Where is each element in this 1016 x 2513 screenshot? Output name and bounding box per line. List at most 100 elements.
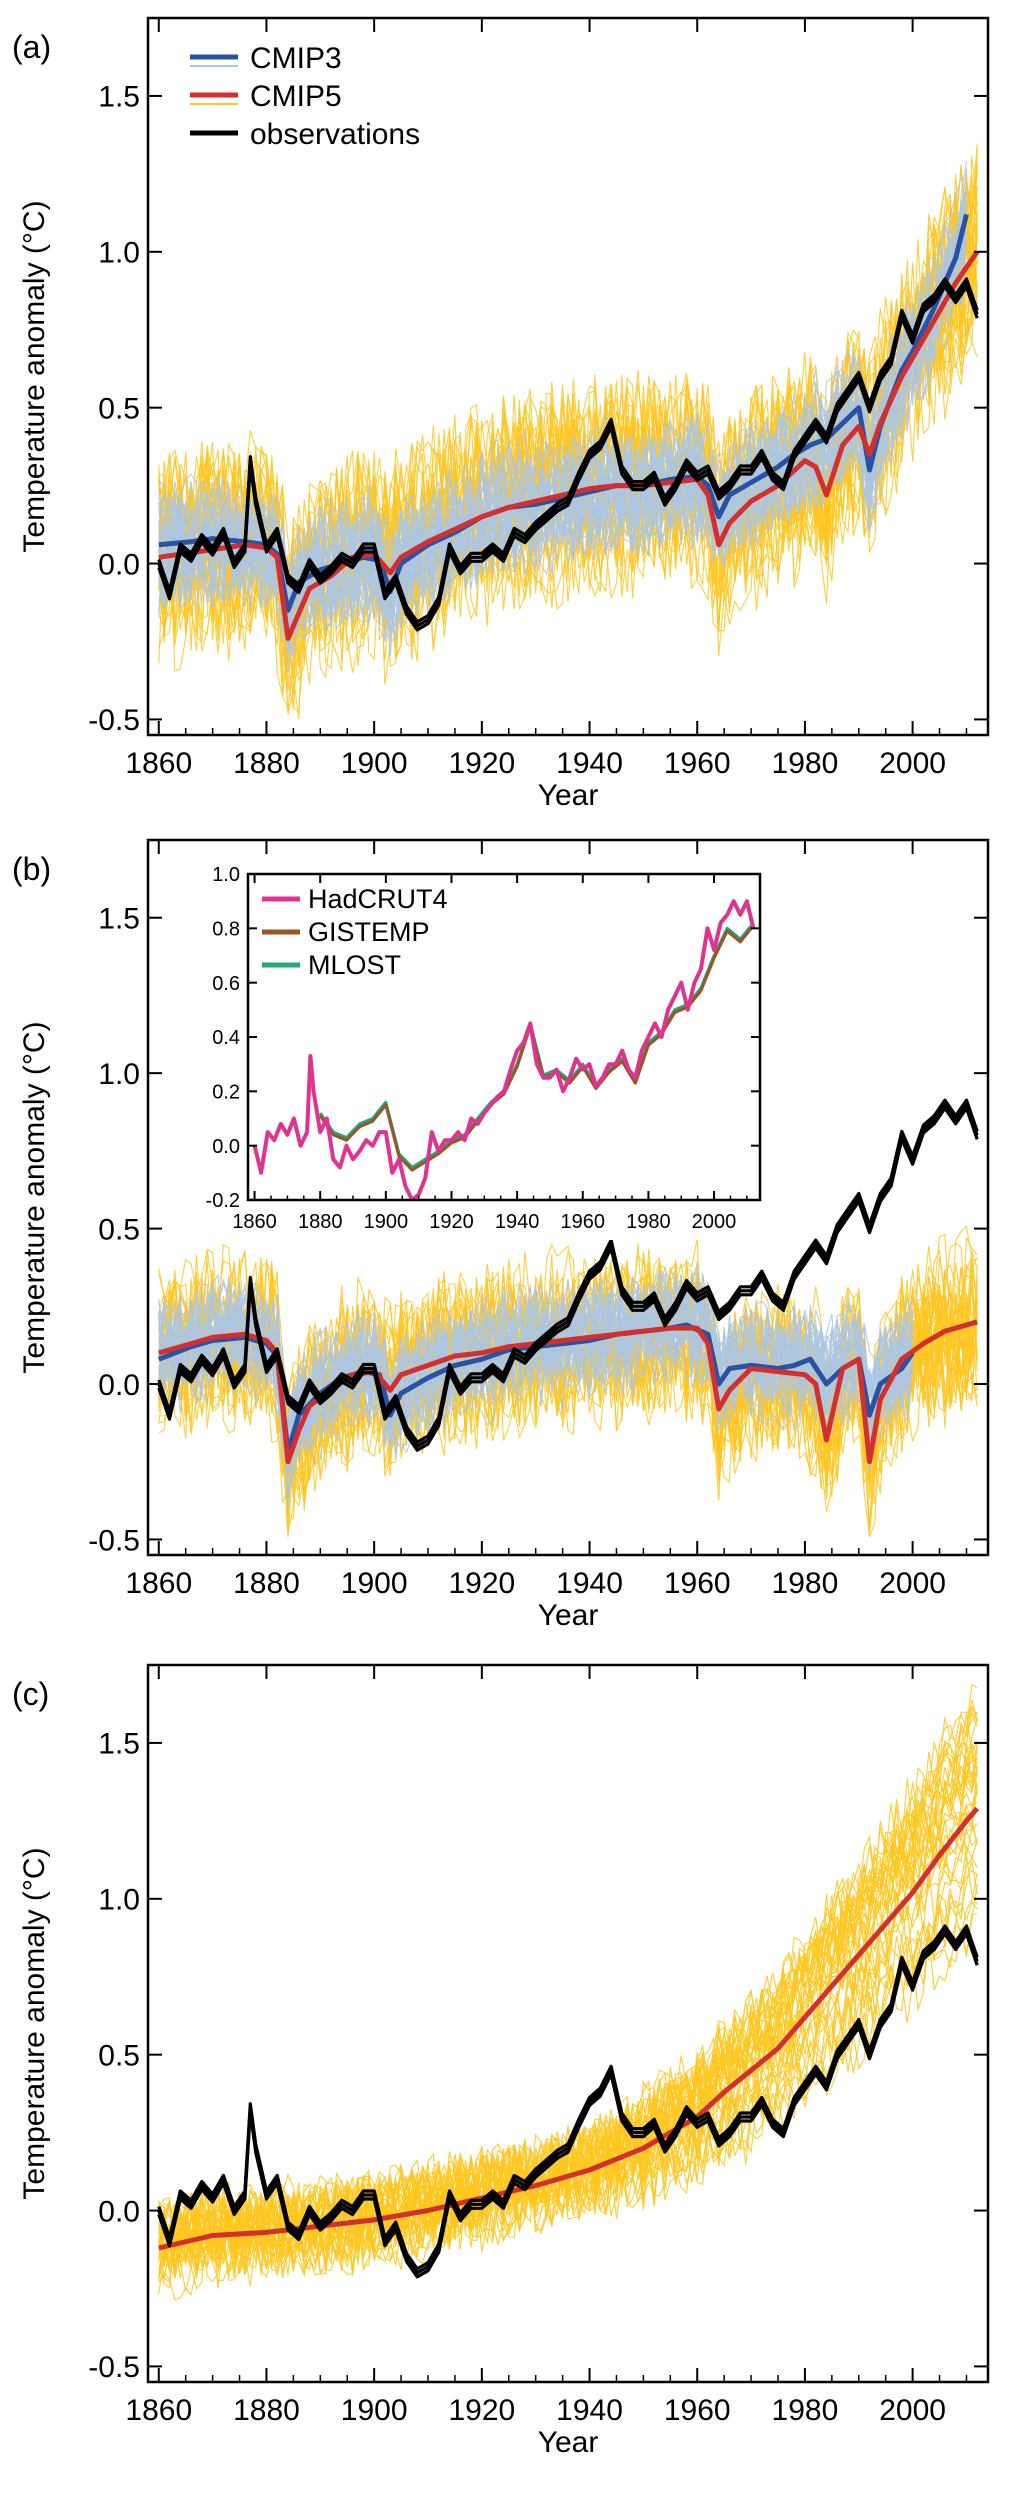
x-tick-label: 1940 <box>556 2394 623 2427</box>
cmip3-member-23 <box>158 233 968 620</box>
x-tick-label: 1920 <box>448 747 515 780</box>
y-tick-label: -0.2 <box>206 1190 240 1212</box>
x-tick-label: 1940 <box>556 1567 623 1600</box>
cmip5-member-30 <box>158 1828 978 2270</box>
series-observations-3 <box>157 285 979 632</box>
series-cmip5-mean <box>158 1806 980 2251</box>
inset-background <box>190 870 768 1240</box>
x-tick-label: 1980 <box>772 747 839 780</box>
legend-label-observations: observations <box>250 118 420 151</box>
panel-1-axes: 1860 1880 1900 1920 1940 1960 1980 2000 -0.5 0.0 0… <box>18 838 990 1632</box>
y-tick-label: 1.5 <box>98 903 140 936</box>
x-tick-label: 1920 <box>448 2394 515 2427</box>
x-tick-label: 1900 <box>364 1211 409 1233</box>
series-cmip5-mean <box>158 1319 978 1465</box>
legend-a: CMIP3 CMIP5 observations <box>190 42 420 151</box>
y-tick-label: 1.5 <box>98 81 140 114</box>
panel-label-a: (a) <box>12 29 51 65</box>
legend-label-cmip5: CMIP5 <box>250 80 342 113</box>
cmip5-member-33 <box>158 1789 978 2274</box>
y-tick-label: 1.0 <box>98 237 140 270</box>
x-tick-label: 1880 <box>233 2394 300 2427</box>
panel-3-axes: 1860 1880 1900 1920 1940 1960 1980 2000 -0.5 0.0 0… <box>18 1663 990 2459</box>
series-cmip3-mean <box>157 1322 915 1455</box>
y-tick-label: 0.5 <box>98 392 140 425</box>
x-tick-label: 1860 <box>232 1211 277 1233</box>
x-axis-label: Year <box>538 779 599 812</box>
x-tick-label: 2000 <box>879 747 946 780</box>
x-tick-label: 1880 <box>233 747 300 780</box>
y-tick-label: -0.5 <box>88 2351 140 2384</box>
cmip3-member-27 <box>158 229 968 612</box>
x-tick-label: 1860 <box>125 1567 192 1600</box>
series-observations-3 <box>157 1932 979 2279</box>
x-tick-label: 1940 <box>556 747 623 780</box>
panel-label-c: (c) <box>12 1676 49 1712</box>
y-tick-label: 0.5 <box>98 1213 140 1246</box>
y-tick-label: 0.0 <box>98 1369 140 1402</box>
y-tick-label: 1.5 <box>98 1728 140 1761</box>
x-tick-label: 1920 <box>429 1211 474 1233</box>
x-tick-label: 1940 <box>495 1211 540 1233</box>
x-tick-label: 1980 <box>772 2394 839 2427</box>
legend-label-cmip3: CMIP3 <box>250 42 342 75</box>
x-tick-label: 2000 <box>692 1211 737 1233</box>
x-tick-label: 1960 <box>664 747 731 780</box>
inset-series-hadcrut4 <box>252 899 756 1200</box>
panel-3-frame <box>146 1663 990 2384</box>
y-tick-label: 0.2 <box>212 1082 240 1104</box>
x-tick-label: 1960 <box>664 1567 731 1600</box>
legend-label-mlost: MLOST <box>308 950 401 980</box>
panel-b-plot <box>157 1098 979 1538</box>
y-tick-label: 0.8 <box>212 919 240 941</box>
x-tick-label: 2000 <box>879 1567 946 1600</box>
y-axis-label: Temperature anomaly (°C) <box>18 200 51 552</box>
panel-2-axes: 1860 1880 1900 1920 1940 1960 1980 2000 -0.2 0.0 0… <box>206 864 762 1233</box>
x-tick-label: 1980 <box>626 1211 671 1233</box>
y-tick-label: 1.0 <box>98 1058 140 1091</box>
x-tick-label: 1980 <box>772 1567 839 1600</box>
y-tick-label: 0.4 <box>212 1027 240 1049</box>
legend-label-gistemp: GISTEMP <box>308 917 430 947</box>
panel-0-axes: 1860 1880 1900 1920 1940 1960 1980 2000 -0.5 0.0 0… <box>18 16 990 812</box>
x-tick-label: 1960 <box>561 1211 606 1233</box>
x-tick-label: 1960 <box>664 2394 731 2427</box>
x-tick-label: 1860 <box>125 2394 192 2427</box>
panel-c-plot <box>157 1683 980 2301</box>
x-axis-label: Year <box>538 1599 599 1632</box>
y-tick-label: 0.0 <box>98 2195 140 2228</box>
y-tick-label: -0.5 <box>88 1524 140 1557</box>
y-tick-label: 1.0 <box>212 864 240 886</box>
cmip5-member-21 <box>158 1699 978 2248</box>
y-tick-label: 0.0 <box>212 1136 240 1158</box>
y-tick-label: 0.0 <box>98 548 140 581</box>
y-axis-label: Temperature anomaly (°C) <box>18 1847 51 2199</box>
y-tick-label: 0.6 <box>212 973 240 995</box>
legend-label-hadcrut4: HadCRUT4 <box>308 884 448 914</box>
panel-a-plot <box>157 143 980 720</box>
x-tick-label: 1900 <box>341 2394 408 2427</box>
y-axis-label: Temperature anomaly (°C) <box>18 1021 51 1373</box>
cmip3-member-29 <box>158 221 968 618</box>
panel-1-frame <box>146 838 990 1557</box>
panel-0-frame <box>146 16 990 737</box>
x-tick-label: 2000 <box>879 2394 946 2427</box>
x-tick-label: 1920 <box>448 1567 515 1600</box>
cmip3-member-28 <box>158 217 968 623</box>
y-tick-label: 0.5 <box>98 2039 140 2072</box>
cmip5-member-34 <box>158 1256 978 1510</box>
y-tick-label: 1.0 <box>98 1884 140 1917</box>
x-axis-label: Year <box>538 2426 599 2459</box>
y-tick-label: -0.5 <box>88 704 140 737</box>
inset-plot <box>252 899 756 1200</box>
x-tick-label: 1860 <box>125 747 192 780</box>
series-cmip5-mean <box>158 250 980 641</box>
x-tick-label: 1880 <box>298 1211 343 1233</box>
panel-label-b: (b) <box>12 851 51 887</box>
x-tick-label: 1900 <box>341 747 408 780</box>
x-tick-label: 1880 <box>233 1567 300 1600</box>
series-observations-3 <box>157 1106 979 1452</box>
x-tick-label: 1900 <box>341 1567 408 1600</box>
